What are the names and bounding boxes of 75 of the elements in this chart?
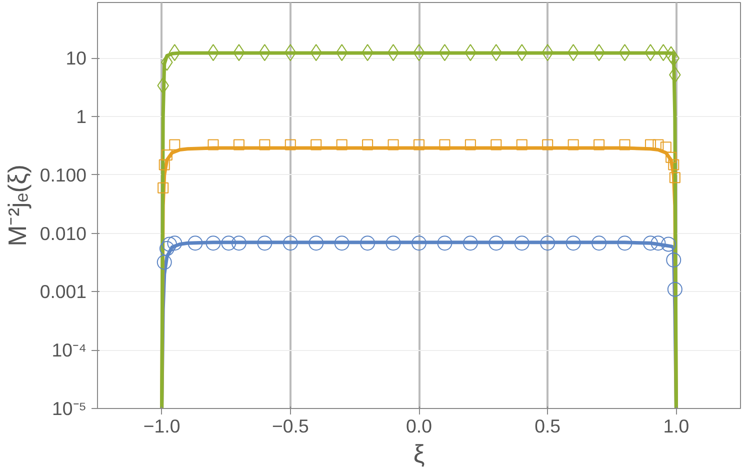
point (158, 159, 170, 170)
x-tick-label: −0.5 (272, 416, 309, 436)
point (156, 254, 172, 270)
point (167, 236, 182, 251)
point (542, 139, 554, 150)
point (159, 241, 174, 256)
point (386, 236, 401, 251)
point (439, 139, 450, 150)
point (284, 139, 296, 150)
x-tick-label: 0.5 (534, 416, 561, 436)
point (334, 236, 350, 251)
point (488, 236, 504, 251)
point (161, 149, 172, 160)
point (642, 236, 658, 251)
point (169, 139, 180, 150)
point (206, 236, 221, 251)
point (644, 139, 656, 150)
point (490, 139, 502, 150)
point (158, 182, 169, 194)
point (619, 139, 630, 150)
point (362, 139, 374, 150)
point (652, 139, 664, 150)
y-tick-label: 0.010 (40, 222, 86, 244)
point (666, 152, 677, 163)
point (282, 236, 298, 251)
point (464, 139, 476, 150)
point (594, 139, 605, 150)
y-tick-label: 10 (66, 48, 87, 69)
point (462, 236, 478, 251)
y-tick-label: 1 (76, 106, 87, 128)
y-tick-label: 0.100 (40, 164, 86, 186)
x-tick-label: 0.0 (406, 416, 432, 436)
point (618, 44, 631, 62)
x-tick-label: −1.0 (143, 416, 180, 436)
point (592, 236, 607, 251)
point (566, 236, 581, 251)
point (336, 139, 348, 150)
point (257, 236, 272, 251)
point (669, 172, 680, 184)
point (412, 236, 426, 251)
point (258, 44, 271, 62)
point (233, 139, 244, 150)
point (310, 139, 322, 150)
point (308, 236, 324, 251)
point (666, 252, 682, 268)
point (437, 236, 452, 251)
point (388, 139, 399, 150)
point (667, 282, 682, 297)
point (568, 139, 579, 150)
point (516, 139, 528, 150)
point (360, 236, 376, 251)
point (207, 44, 220, 62)
x-axis-title: ξ (413, 440, 425, 468)
point (540, 236, 556, 251)
point (660, 142, 672, 153)
point (438, 44, 451, 62)
point (162, 236, 178, 252)
point (414, 139, 424, 150)
point (660, 236, 676, 252)
point (387, 44, 400, 62)
point (231, 236, 246, 251)
y-axis-title: M⁻²jₑ(ξ) (4, 164, 32, 246)
point (567, 44, 580, 62)
x-tick-label: 1.0 (663, 416, 690, 436)
y-tick-label: 0.001 (40, 281, 86, 302)
y-tick-label: 10⁻⁵ (52, 398, 87, 419)
point (221, 236, 236, 251)
point (208, 139, 219, 150)
point (188, 236, 203, 251)
point (259, 139, 270, 150)
point (514, 236, 530, 251)
point (668, 159, 680, 170)
point (650, 236, 666, 251)
point (617, 236, 632, 251)
y-tick-label: 10⁻⁴ (52, 340, 87, 361)
